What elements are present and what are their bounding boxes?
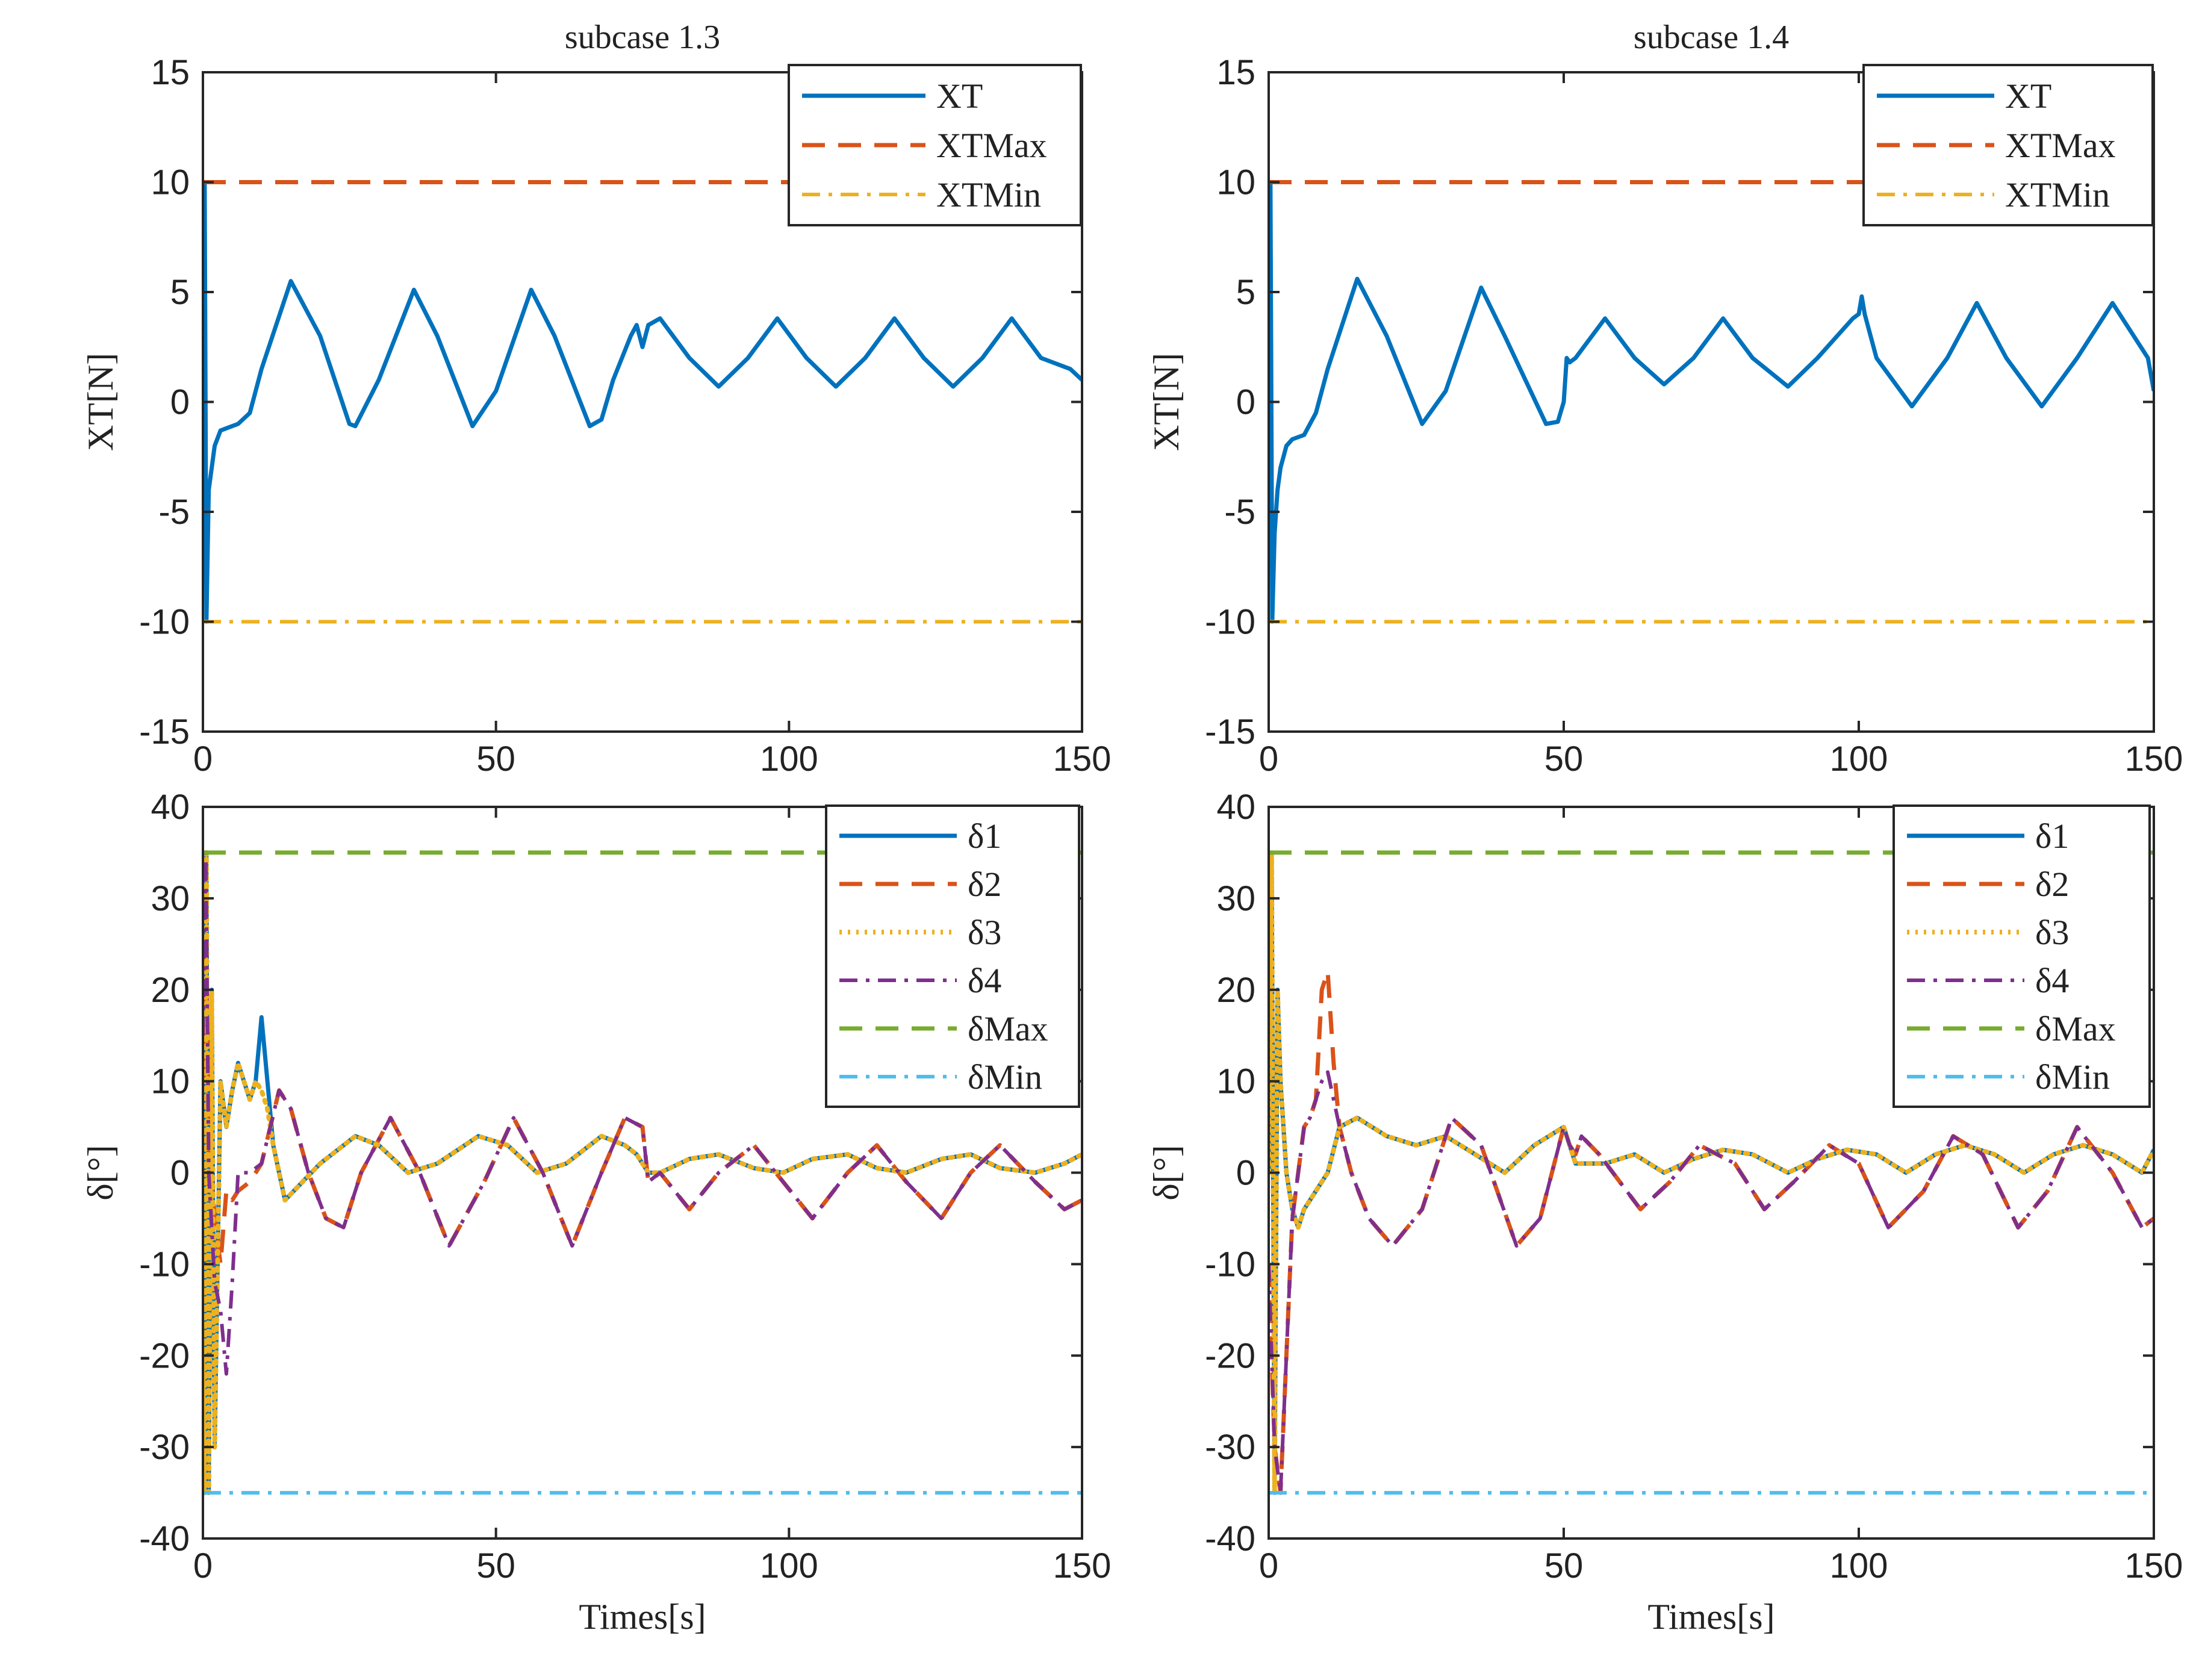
y-tick-label: -15 [1205,712,1255,751]
x-tick-label: 100 [1830,739,1888,779]
y-axis-label: δ[°] [1146,1145,1186,1200]
y-tick-label: 5 [170,273,190,312]
legend-label-3: δ3 [2035,913,2069,952]
x-tick-label: 0 [1259,1546,1278,1585]
x-axis-label: Times[s] [1647,1597,1774,1637]
legend-label-4: δ4 [2035,961,2069,1000]
y-tick-label: 40 [151,788,190,827]
x-tick-label: 100 [1830,1546,1888,1585]
y-tick-label: -5 [158,493,190,532]
legend-label-6: δMin [2035,1057,2110,1097]
x-axis-label: Times[s] [579,1597,706,1637]
y-tick-label: -40 [139,1519,190,1558]
series-line-1 [1269,180,2154,624]
y-tick-label: -5 [1224,493,1255,532]
x-tick-label: 100 [760,739,818,779]
y-tick-label: 40 [1216,788,1255,827]
legend: δ1 δ2 δ3 δ4 δMax δMin [825,804,1080,1108]
y-tick-label: 10 [1216,163,1255,202]
series-line-1 [203,180,1082,624]
legend-box [1893,804,2151,1108]
y-tick-label: 20 [1216,971,1255,1010]
x-tick-label: 150 [1053,1546,1112,1585]
legend: XT XTMax XTMin [788,64,1082,226]
x-tick-label: 0 [1259,739,1278,779]
x-tick-label: 150 [1053,739,1112,779]
legend-box [788,64,1082,226]
y-axis-label: XT[N] [81,353,120,451]
y-tick-label: 20 [151,971,190,1010]
y-tick-label: -30 [139,1428,190,1467]
legend-label-1: δ1 [2035,817,2069,856]
y-tick-label: 0 [1236,1154,1255,1193]
legend-label-2: δ2 [968,865,1001,904]
x-tick-label: 50 [1544,1546,1584,1585]
legend-label-3: XTMin [936,175,1041,214]
legend-label-3: δ3 [968,913,1001,952]
legend: XT XTMax XTMin [1862,64,2154,226]
chart-title: subcase 1.3 [565,19,720,56]
x-tick-label: 50 [1544,739,1584,779]
y-tick-label: -30 [1205,1428,1255,1467]
y-tick-label: -15 [139,712,190,751]
y-axis-label: δ[°] [81,1145,120,1200]
legend-label-2: δ2 [2035,865,2069,904]
x-tick-label: 150 [2125,739,2183,779]
legend-label-2: XTMax [936,126,1047,165]
series-line-3 [1269,850,2154,1496]
legend-label-2: XTMax [2005,126,2116,165]
legend-label-1: XT [936,76,983,116]
y-tick-label: -20 [1205,1336,1255,1375]
y-tick-label: 0 [1236,383,1255,422]
chart-title: subcase 1.4 [1634,19,1789,56]
x-tick-label: 100 [760,1546,818,1585]
y-tick-label: 0 [170,383,190,422]
x-tick-label: 150 [2125,1546,2183,1585]
legend-label-6: δMin [968,1057,1042,1097]
legend-box [825,804,1080,1108]
y-tick-label: 15 [151,53,190,92]
series-line-3 [203,850,1082,1496]
legend-label-5: δMax [2035,1009,2116,1048]
legend-box [1862,64,2154,226]
y-axis-label: XT[N] [1146,353,1186,451]
legend-label-3: XTMin [2005,175,2110,214]
series-line-4 [203,850,1082,1376]
y-tick-label: -10 [139,603,190,642]
y-tick-label: 30 [1216,879,1255,918]
legend-label-5: δMax [968,1009,1048,1048]
x-tick-label: 0 [193,1546,213,1585]
legend-label-4: δ4 [968,961,1001,1000]
legend: δ1 δ2 δ3 δ4 δMax δMin [1893,804,2151,1108]
legend-label-1: XT [2005,76,2051,116]
y-tick-label: -10 [1205,1245,1255,1284]
legend-label-1: δ1 [968,817,1001,856]
x-tick-label: 50 [476,1546,515,1585]
y-tick-label: 10 [151,1062,190,1101]
y-tick-label: 10 [151,163,190,202]
series-line-4 [1269,1070,2154,1495]
y-tick-label: 15 [1216,53,1255,92]
y-tick-label: -20 [139,1336,190,1375]
y-tick-label: 30 [151,879,190,918]
y-tick-label: 5 [1236,273,1255,312]
y-tick-label: 10 [1216,1062,1255,1101]
y-tick-label: -10 [139,1245,190,1284]
x-tick-label: 50 [476,739,515,779]
y-tick-label: 0 [170,1154,190,1193]
y-tick-label: -40 [1205,1519,1255,1558]
x-tick-label: 0 [193,739,213,779]
y-tick-label: -10 [1205,603,1255,642]
series-group [203,850,1082,1496]
